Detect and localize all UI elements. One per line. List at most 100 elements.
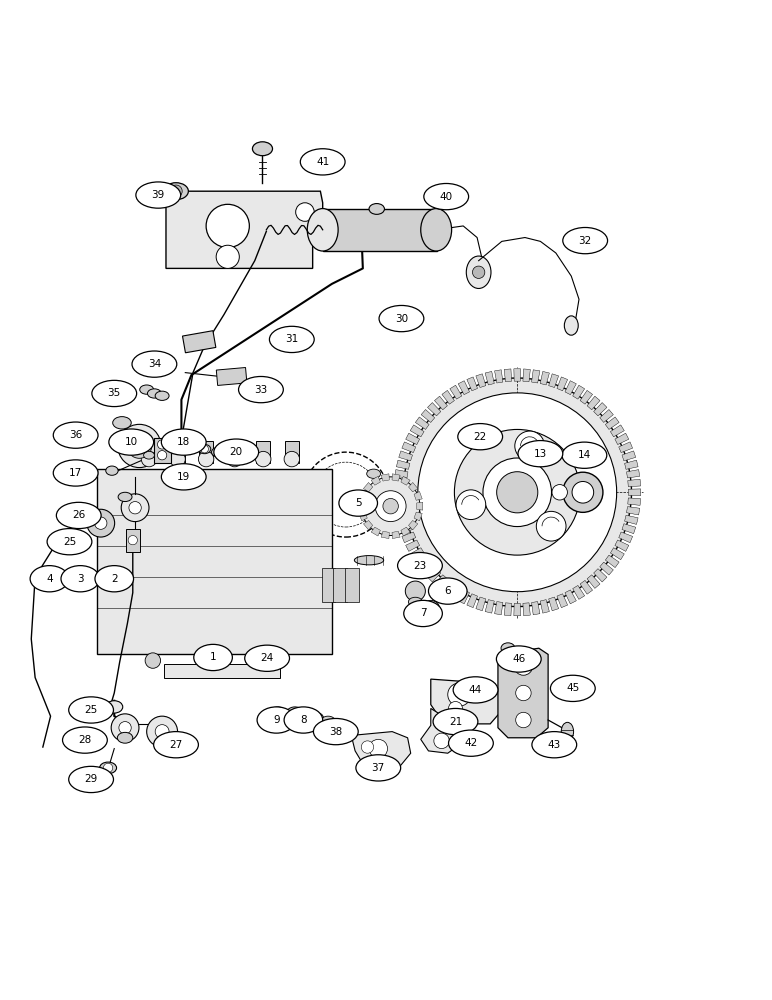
Ellipse shape (563, 227, 608, 254)
Text: 30: 30 (394, 314, 408, 324)
Polygon shape (402, 532, 416, 543)
Circle shape (448, 683, 471, 706)
Text: 10: 10 (124, 437, 138, 447)
Ellipse shape (550, 675, 595, 701)
Text: 19: 19 (177, 472, 191, 482)
Ellipse shape (245, 645, 290, 671)
Circle shape (206, 204, 249, 248)
Ellipse shape (421, 209, 452, 251)
Circle shape (188, 442, 195, 450)
Ellipse shape (161, 464, 206, 490)
Polygon shape (532, 602, 540, 615)
Circle shape (515, 431, 544, 461)
Polygon shape (615, 433, 629, 445)
Ellipse shape (69, 697, 113, 723)
Ellipse shape (532, 732, 577, 758)
Circle shape (434, 733, 449, 749)
Polygon shape (405, 433, 420, 445)
Circle shape (537, 511, 566, 541)
Ellipse shape (313, 718, 358, 745)
Ellipse shape (356, 755, 401, 781)
Circle shape (145, 653, 161, 668)
Ellipse shape (466, 256, 491, 288)
Polygon shape (458, 590, 469, 604)
Ellipse shape (379, 305, 424, 332)
Polygon shape (394, 498, 407, 505)
Text: 38: 38 (329, 727, 343, 737)
Text: 24: 24 (260, 653, 274, 663)
Bar (216, 368, 247, 385)
Circle shape (157, 451, 167, 460)
Polygon shape (627, 470, 640, 478)
Ellipse shape (92, 380, 137, 407)
Polygon shape (514, 603, 520, 616)
Polygon shape (504, 603, 512, 616)
Polygon shape (476, 374, 486, 388)
Ellipse shape (53, 422, 98, 448)
Circle shape (267, 707, 289, 729)
Ellipse shape (561, 722, 574, 741)
Circle shape (361, 477, 420, 536)
Polygon shape (625, 515, 638, 524)
Ellipse shape (185, 441, 198, 451)
Ellipse shape (369, 204, 384, 214)
Circle shape (290, 713, 300, 722)
Bar (199, 441, 213, 463)
Text: 4: 4 (46, 574, 52, 584)
Circle shape (284, 451, 300, 467)
Circle shape (121, 494, 149, 522)
Circle shape (303, 452, 388, 537)
Ellipse shape (136, 182, 181, 208)
Circle shape (77, 569, 93, 585)
Polygon shape (587, 575, 600, 588)
Text: 2: 2 (111, 574, 117, 584)
Polygon shape (622, 451, 635, 461)
Circle shape (155, 725, 169, 739)
Polygon shape (394, 479, 407, 487)
Ellipse shape (113, 417, 131, 429)
Bar (321, 568, 335, 602)
Circle shape (111, 714, 139, 742)
Ellipse shape (61, 566, 100, 592)
Circle shape (405, 581, 425, 601)
Text: 17: 17 (69, 468, 83, 478)
Polygon shape (532, 370, 540, 383)
Text: 41: 41 (316, 157, 330, 167)
Ellipse shape (321, 716, 335, 725)
Bar (333, 568, 347, 602)
Text: 26: 26 (72, 510, 86, 520)
Polygon shape (422, 410, 435, 422)
Ellipse shape (69, 766, 113, 793)
Polygon shape (627, 507, 640, 515)
Text: 42: 42 (464, 738, 478, 748)
Polygon shape (594, 569, 607, 582)
Ellipse shape (408, 597, 422, 607)
Polygon shape (371, 527, 381, 536)
Polygon shape (565, 381, 577, 395)
Ellipse shape (95, 566, 134, 592)
Polygon shape (442, 580, 455, 594)
Bar (323, 209, 437, 251)
Text: 31: 31 (285, 334, 299, 344)
Polygon shape (97, 469, 332, 654)
Polygon shape (428, 403, 441, 416)
Circle shape (496, 472, 538, 513)
Ellipse shape (367, 469, 381, 478)
Polygon shape (415, 417, 429, 429)
Circle shape (127, 434, 151, 458)
Circle shape (201, 445, 208, 453)
Ellipse shape (117, 732, 133, 743)
Text: 45: 45 (566, 683, 580, 693)
Polygon shape (628, 479, 641, 487)
Polygon shape (351, 732, 411, 766)
Polygon shape (359, 491, 367, 500)
Circle shape (207, 653, 222, 668)
Polygon shape (573, 385, 584, 399)
Polygon shape (611, 425, 625, 437)
Polygon shape (504, 369, 512, 382)
Ellipse shape (496, 646, 541, 672)
Polygon shape (580, 580, 593, 594)
Text: 25: 25 (63, 537, 76, 547)
Polygon shape (615, 540, 629, 551)
Polygon shape (540, 600, 550, 613)
